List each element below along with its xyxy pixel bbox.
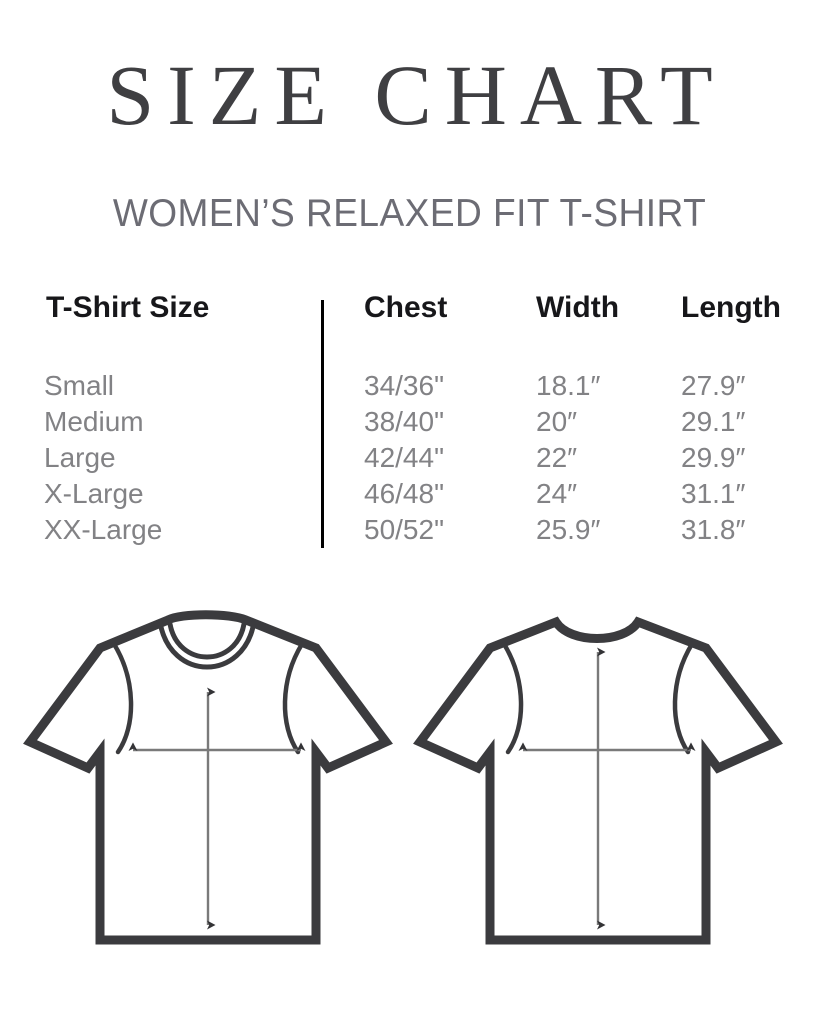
cell-chest: 34/36"	[364, 370, 445, 401]
collar-outer-line-icon	[157, 619, 257, 670]
cell-length: 27.9″	[681, 370, 746, 401]
cell-width: 22″	[536, 442, 578, 473]
cell-chest: 38/40"	[364, 406, 445, 437]
table-divider	[321, 300, 324, 548]
page-subtitle: WOMEN’S RELAXED FIT T-SHIRT	[112, 192, 707, 235]
cell-size: Medium	[44, 406, 144, 437]
table-row: XX-Large 50/52" 25.9″ 31.8″	[0, 512, 819, 548]
table-row: X-Large 46/48" 24″ 31.1″	[0, 476, 819, 512]
cell-width: 25.9″	[536, 514, 601, 545]
tshirt-front-diagram	[23, 610, 393, 945]
collar-inner-line-icon	[167, 621, 247, 660]
cell-chest: 46/48"	[364, 478, 445, 509]
cell-size: X-Large	[44, 478, 144, 509]
column-header-length: Length	[681, 291, 781, 324]
cell-width: 18.1″	[536, 370, 601, 401]
cell-chest: 42/44"	[364, 442, 445, 473]
cell-length: 31.8″	[681, 514, 746, 545]
armhole-seam-left-icon	[501, 641, 524, 755]
cell-width: 20″	[536, 406, 578, 437]
cell-length: 29.1″	[681, 406, 746, 437]
size-table: T-Shirt Size Chest Width Length Small 34…	[0, 288, 819, 558]
column-header-width: Width	[536, 291, 620, 324]
cell-length: 31.1″	[681, 478, 746, 509]
table-row: Large 42/44" 22″ 29.9″	[0, 440, 819, 476]
cell-length: 29.9″	[681, 442, 746, 473]
table-row: Small 34/36" 18.1″ 27.9″	[0, 368, 819, 404]
cell-size: XX-Large	[44, 514, 163, 545]
cell-size: Small	[44, 370, 115, 401]
page-title: SIZE CHART	[106, 47, 726, 143]
cell-size: Large	[44, 442, 116, 473]
cell-width: 24″	[536, 478, 578, 509]
column-header-size: T-Shirt Size	[46, 291, 210, 324]
armhole-seam-left-icon	[111, 641, 134, 755]
cell-chest: 50/52"	[364, 514, 445, 545]
tshirt-back-diagram	[413, 616, 783, 945]
table-row: Medium 38/40" 20″ 29.1″	[0, 404, 819, 440]
table-body: Small 34/36" 18.1″ 27.9″ Medium 38/40" 2…	[0, 368, 819, 548]
shirt-diagrams	[0, 600, 819, 1000]
column-header-chest: Chest	[364, 291, 448, 324]
